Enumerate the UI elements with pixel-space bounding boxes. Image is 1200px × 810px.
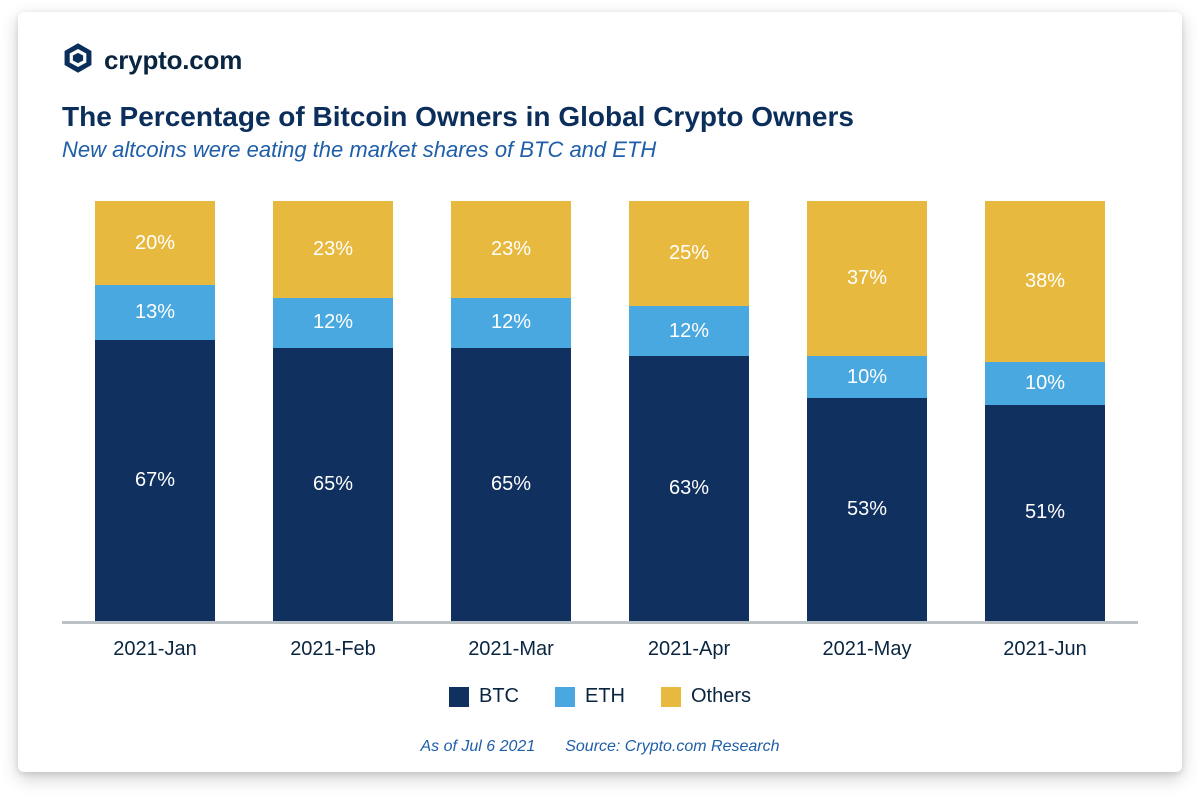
legend-swatch bbox=[449, 687, 469, 707]
stacked-bar: 67% 13% 20% bbox=[95, 201, 215, 621]
stacked-bar: 51% 10% 38% bbox=[985, 201, 1105, 621]
x-axis-label: 2021-Apr bbox=[614, 638, 764, 661]
bar-segment-eth: 10% bbox=[807, 356, 927, 398]
bar-segment-label: 12% bbox=[313, 311, 353, 334]
bar-segment-label: 10% bbox=[847, 366, 887, 389]
chart-subtitle: New altcoins were eating the market shar… bbox=[62, 137, 1138, 163]
stacked-bar: 53% 10% 37% bbox=[807, 201, 927, 621]
legend: BTC ETH Others bbox=[62, 685, 1138, 708]
bar-segment-btc: 53% bbox=[807, 398, 927, 621]
brand-logo-icon bbox=[62, 42, 94, 79]
bar-column: 65% 12% 23% bbox=[436, 201, 586, 621]
bar-column: 51% 10% 38% bbox=[970, 201, 1120, 621]
bar-segment-label: 65% bbox=[313, 473, 353, 496]
bar-segment-label: 25% bbox=[669, 242, 709, 265]
bars-row: 67% 13% 20% 65% 12% 23% 65% 12% 23% 63% 12% 25% 53% 1… bbox=[62, 191, 1138, 624]
bar-segment-label: 23% bbox=[313, 238, 353, 261]
bar-segment-label: 37% bbox=[847, 267, 887, 290]
x-axis-label: 2021-Jan bbox=[80, 638, 230, 661]
legend-item-eth: ETH bbox=[555, 685, 625, 708]
chart-footer: As of Jul 6 2021 Source: Crypto.com Rese… bbox=[62, 738, 1138, 756]
footer-source: Source: Crypto.com Research bbox=[565, 738, 779, 756]
bar-column: 53% 10% 37% bbox=[792, 201, 942, 621]
bar-segment-eth: 10% bbox=[985, 362, 1105, 404]
x-axis-label: 2021-Jun bbox=[970, 638, 1120, 661]
bar-segment-label: 38% bbox=[1025, 270, 1065, 293]
x-axis-label: 2021-Feb bbox=[258, 638, 408, 661]
footer-asof: As of Jul 6 2021 bbox=[420, 738, 535, 756]
legend-label: BTC bbox=[479, 685, 519, 708]
bar-segment-label: 12% bbox=[491, 311, 531, 334]
bar-segment-others: 37% bbox=[807, 201, 927, 356]
chart-area: 67% 13% 20% 65% 12% 23% 65% 12% 23% 63% 12% 25% 53% 1… bbox=[62, 191, 1138, 756]
x-axis-labels: 2021-Jan 2021-Feb 2021-Mar 2021-Apr 2021-May… bbox=[62, 624, 1138, 661]
bar-segment-label: 63% bbox=[669, 477, 709, 500]
legend-item-btc: BTC bbox=[449, 685, 519, 708]
bar-segment-others: 23% bbox=[273, 201, 393, 298]
bar-segment-btc: 51% bbox=[985, 405, 1105, 621]
legend-swatch bbox=[555, 687, 575, 707]
bar-segment-others: 23% bbox=[451, 201, 571, 298]
bar-segment-btc: 67% bbox=[95, 340, 215, 621]
bar-segment-label: 53% bbox=[847, 498, 887, 521]
stacked-bar: 65% 12% 23% bbox=[273, 201, 393, 621]
bar-column: 67% 13% 20% bbox=[80, 201, 230, 621]
x-axis-label: 2021-Mar bbox=[436, 638, 586, 661]
bar-segment-others: 20% bbox=[95, 201, 215, 285]
bar-segment-label: 67% bbox=[135, 469, 175, 492]
bar-segment-others: 38% bbox=[985, 201, 1105, 362]
chart-card: crypto.com The Percentage of Bitcoin Own… bbox=[18, 12, 1182, 772]
bar-segment-label: 23% bbox=[491, 238, 531, 261]
bar-segment-eth: 12% bbox=[451, 298, 571, 348]
legend-label: Others bbox=[691, 685, 751, 708]
bar-column: 63% 12% 25% bbox=[614, 201, 764, 621]
chart-title: The Percentage of Bitcoin Owners in Glob… bbox=[62, 101, 1138, 133]
bar-segment-label: 10% bbox=[1025, 372, 1065, 395]
legend-item-others: Others bbox=[661, 685, 751, 708]
bar-segment-label: 51% bbox=[1025, 501, 1065, 524]
bar-segment-label: 13% bbox=[135, 301, 175, 324]
stacked-bar: 63% 12% 25% bbox=[629, 201, 749, 621]
stacked-bar: 65% 12% 23% bbox=[451, 201, 571, 621]
bar-segment-btc: 63% bbox=[629, 356, 749, 621]
bar-segment-btc: 65% bbox=[273, 348, 393, 621]
bar-segment-label: 20% bbox=[135, 232, 175, 255]
bar-segment-label: 12% bbox=[669, 320, 709, 343]
bar-segment-eth: 12% bbox=[629, 306, 749, 356]
bar-segment-eth: 13% bbox=[95, 285, 215, 340]
x-axis-label: 2021-May bbox=[792, 638, 942, 661]
bar-segment-btc: 65% bbox=[451, 348, 571, 621]
brand-row: crypto.com bbox=[62, 42, 1138, 79]
bar-column: 65% 12% 23% bbox=[258, 201, 408, 621]
legend-label: ETH bbox=[585, 685, 625, 708]
bar-segment-eth: 12% bbox=[273, 298, 393, 348]
legend-swatch bbox=[661, 687, 681, 707]
bar-segment-others: 25% bbox=[629, 201, 749, 306]
brand-name: crypto.com bbox=[104, 45, 242, 76]
bar-segment-label: 65% bbox=[491, 473, 531, 496]
